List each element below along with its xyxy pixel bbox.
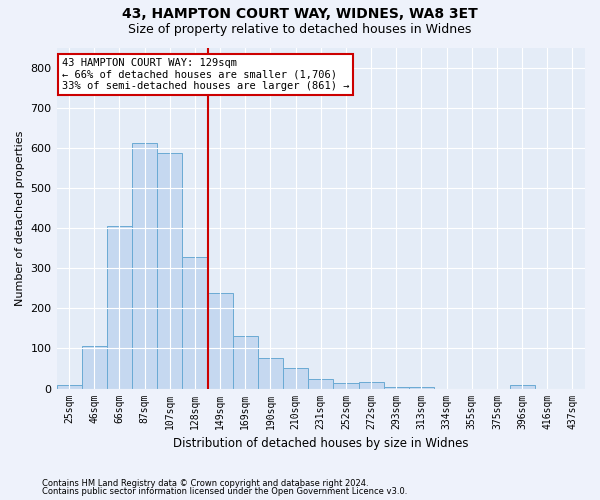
Bar [383,386,409,388]
Bar [334,384,359,388]
Bar [182,258,208,388]
Text: Contains public sector information licensed under the Open Government Licence v3: Contains public sector information licen… [42,487,407,496]
Bar [56,386,82,388]
Y-axis label: Number of detached properties: Number of detached properties [15,130,25,306]
X-axis label: Distribution of detached houses by size in Widnes: Distribution of detached houses by size … [173,437,469,450]
Text: Contains HM Land Registry data © Crown copyright and database right 2024.: Contains HM Land Registry data © Crown c… [42,478,368,488]
Text: Size of property relative to detached houses in Widnes: Size of property relative to detached ho… [128,22,472,36]
Bar [258,358,283,388]
Text: 43 HAMPTON COURT WAY: 129sqm
← 66% of detached houses are smaller (1,706)
33% of: 43 HAMPTON COURT WAY: 129sqm ← 66% of de… [62,58,349,91]
Bar [509,385,535,388]
Bar [308,378,334,388]
Bar [157,153,182,388]
Text: 43, HAMPTON COURT WAY, WIDNES, WA8 3ET: 43, HAMPTON COURT WAY, WIDNES, WA8 3ET [122,8,478,22]
Bar [82,346,107,389]
Bar [107,226,132,388]
Bar [132,143,157,388]
Bar [359,382,383,388]
Bar [208,293,233,388]
Bar [233,336,258,388]
Bar [283,368,308,388]
